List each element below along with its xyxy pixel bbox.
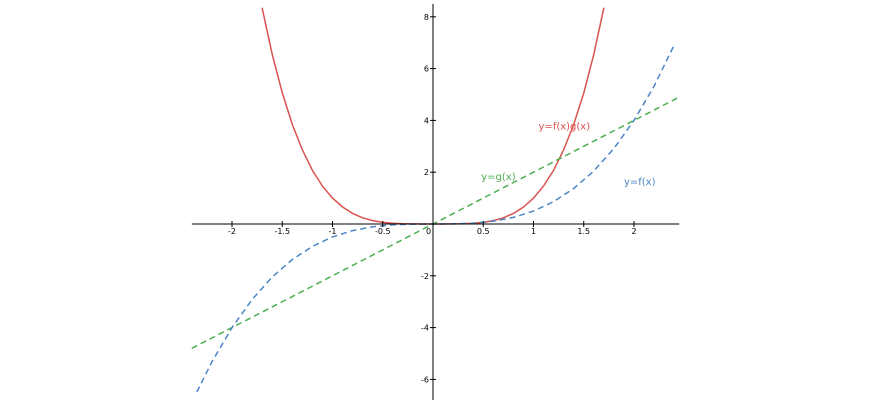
- x-tick-label: 1.5: [577, 227, 590, 236]
- y-tick-label: -6: [421, 375, 429, 384]
- f-curve-label: y=f(x): [624, 177, 656, 188]
- g-line: [191, 96, 680, 349]
- origin-label: 0: [426, 227, 431, 236]
- x-tick-label: -2: [228, 227, 236, 236]
- axes-layer: 0: [191, 3, 680, 400]
- curve-labels-layer: y=f(x)g(x) y=g(x) y=f(x): [481, 121, 655, 188]
- x-tick-label: 1: [531, 227, 536, 236]
- x-tick-label: -1.5: [274, 227, 290, 236]
- y-tick-label: 8: [424, 13, 429, 22]
- curves-layer: [191, 7, 680, 393]
- x-tick-label: -0.5: [375, 227, 391, 236]
- x-tick-label: -1: [329, 227, 337, 236]
- y-tick-label: -2: [421, 272, 429, 281]
- y-tick-label: -4: [421, 324, 429, 333]
- x-tick-label: 2: [631, 227, 636, 236]
- f-curve: [196, 44, 675, 393]
- y-tick-label: 6: [424, 65, 429, 74]
- y-tick-label: 2: [424, 168, 429, 177]
- g-line-label: y=g(x): [481, 172, 515, 183]
- ticks-layer: -2 -1.5 -1 -0.5 0.5 1 1.5 2 -6 -4 -2 2 4 6 8: [228, 13, 637, 385]
- product-curve-label: y=f(x)g(x): [539, 121, 591, 132]
- x-tick-label: 0.5: [477, 227, 490, 236]
- y-tick-label: 4: [424, 116, 429, 125]
